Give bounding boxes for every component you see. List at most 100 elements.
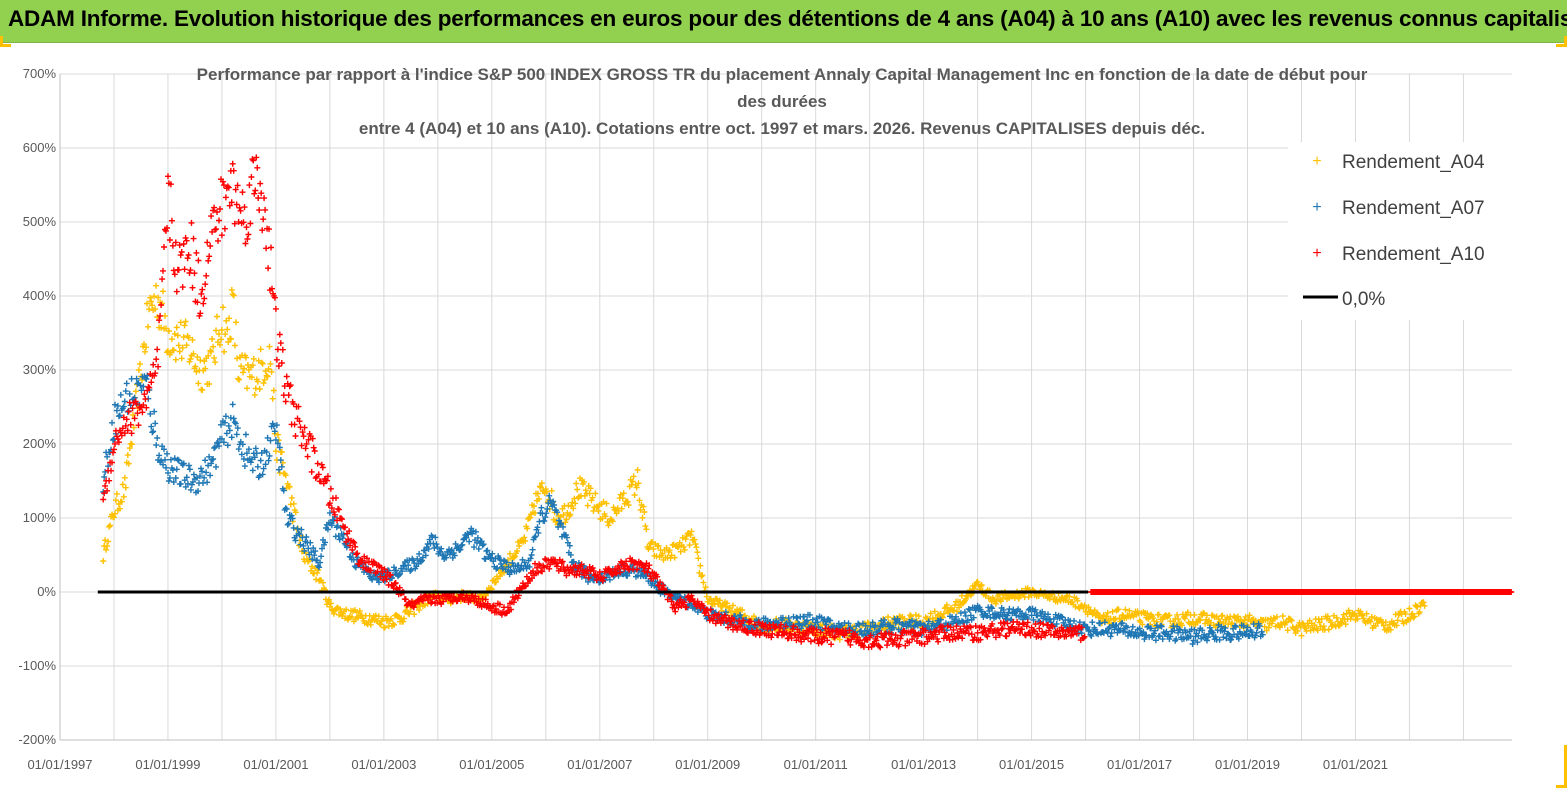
data-point bbox=[311, 552, 318, 559]
data-point bbox=[828, 641, 835, 648]
data-point bbox=[278, 449, 285, 455]
data-point bbox=[654, 573, 661, 580]
data-point bbox=[396, 572, 402, 578]
data-point bbox=[229, 401, 236, 408]
data-point bbox=[128, 441, 135, 448]
data-point bbox=[104, 543, 111, 550]
data-point bbox=[1338, 619, 1345, 626]
data-point bbox=[557, 521, 563, 527]
data-point bbox=[270, 387, 277, 394]
data-point bbox=[202, 365, 209, 372]
data-point bbox=[655, 543, 662, 549]
data-point bbox=[1042, 632, 1049, 639]
data-point bbox=[137, 360, 143, 367]
data-point bbox=[170, 479, 177, 485]
data-point bbox=[1241, 617, 1248, 624]
data-point bbox=[787, 630, 794, 637]
data-point bbox=[854, 633, 861, 640]
data-point bbox=[158, 302, 165, 308]
data-point bbox=[317, 559, 324, 566]
data-point bbox=[813, 626, 820, 633]
chart-title: Performance par rapport à l'indice S&P 5… bbox=[197, 65, 1368, 138]
data-point bbox=[1508, 589, 1515, 595]
data-point bbox=[154, 435, 161, 441]
data-point bbox=[584, 502, 591, 509]
data-point bbox=[1242, 631, 1249, 638]
legend-marker-a07: + bbox=[1312, 199, 1321, 216]
data-point bbox=[1085, 604, 1092, 611]
data-point bbox=[178, 355, 185, 362]
y-axis-ticks: 700% 600% 500% 400% 300% 200% 100% 0% -100% -200% bbox=[18, 66, 56, 747]
x-tick-label: 01/01/1997 bbox=[27, 757, 92, 772]
data-point bbox=[1003, 633, 1010, 640]
data-point bbox=[220, 182, 227, 189]
data-point bbox=[1182, 629, 1189, 636]
data-point bbox=[244, 236, 251, 242]
data-point bbox=[1393, 622, 1400, 629]
data-point bbox=[884, 642, 890, 649]
data-point bbox=[1032, 606, 1039, 613]
data-point bbox=[492, 605, 499, 612]
data-point bbox=[421, 547, 428, 554]
data-point bbox=[339, 516, 345, 523]
data-point bbox=[410, 604, 417, 611]
data-point bbox=[152, 420, 159, 427]
data-point bbox=[157, 312, 164, 319]
data-point bbox=[190, 235, 197, 242]
data-point bbox=[692, 541, 699, 547]
data-point bbox=[757, 629, 764, 636]
data-point bbox=[104, 487, 111, 494]
data-point bbox=[162, 456, 168, 463]
data-point bbox=[693, 544, 700, 551]
data-point bbox=[553, 563, 560, 570]
data-point bbox=[732, 613, 739, 620]
data-point bbox=[1152, 627, 1158, 634]
data-point bbox=[161, 446, 167, 453]
data-point bbox=[856, 621, 863, 628]
data-point bbox=[794, 615, 801, 622]
data-point bbox=[897, 635, 904, 642]
data-point bbox=[184, 480, 191, 487]
data-point bbox=[291, 421, 298, 428]
data-point bbox=[646, 544, 653, 551]
data-point bbox=[319, 545, 325, 552]
data-point bbox=[301, 424, 308, 431]
data-point bbox=[143, 344, 149, 351]
data-point bbox=[498, 561, 504, 567]
data-point bbox=[190, 471, 197, 478]
data-point bbox=[642, 523, 649, 530]
data-point bbox=[257, 180, 264, 187]
data-point bbox=[1167, 633, 1174, 640]
data-point bbox=[351, 539, 358, 546]
data-point bbox=[256, 207, 263, 214]
x-tick-label: 01/01/2021 bbox=[1323, 757, 1388, 772]
data-point bbox=[173, 324, 180, 331]
data-point bbox=[703, 593, 710, 600]
data-point bbox=[308, 549, 315, 556]
data-point bbox=[1225, 630, 1232, 637]
data-point bbox=[273, 356, 280, 363]
data-point bbox=[989, 620, 996, 627]
data-point bbox=[446, 551, 453, 558]
data-point bbox=[984, 633, 991, 640]
data-point bbox=[231, 342, 238, 349]
data-point bbox=[881, 634, 888, 641]
data-point bbox=[1113, 622, 1120, 629]
data-point bbox=[1316, 619, 1323, 626]
data-point bbox=[258, 190, 265, 197]
data-point bbox=[1380, 622, 1387, 629]
data-point bbox=[408, 566, 415, 573]
data-point bbox=[528, 552, 535, 558]
data-point bbox=[143, 376, 150, 382]
data-point bbox=[125, 460, 132, 467]
data-point bbox=[314, 569, 321, 576]
chart-title-line-1: Performance par rapport à l'indice S&P 5… bbox=[197, 65, 1368, 84]
data-point bbox=[1095, 631, 1102, 638]
legend: + Rendement_A04 + Rendement_A07 + Rendem… bbox=[1288, 142, 1516, 320]
data-point bbox=[218, 232, 225, 239]
data-point bbox=[987, 626, 994, 633]
data-point bbox=[203, 469, 210, 476]
data-point bbox=[180, 241, 187, 247]
data-point bbox=[1325, 626, 1332, 633]
data-point bbox=[1050, 616, 1057, 623]
